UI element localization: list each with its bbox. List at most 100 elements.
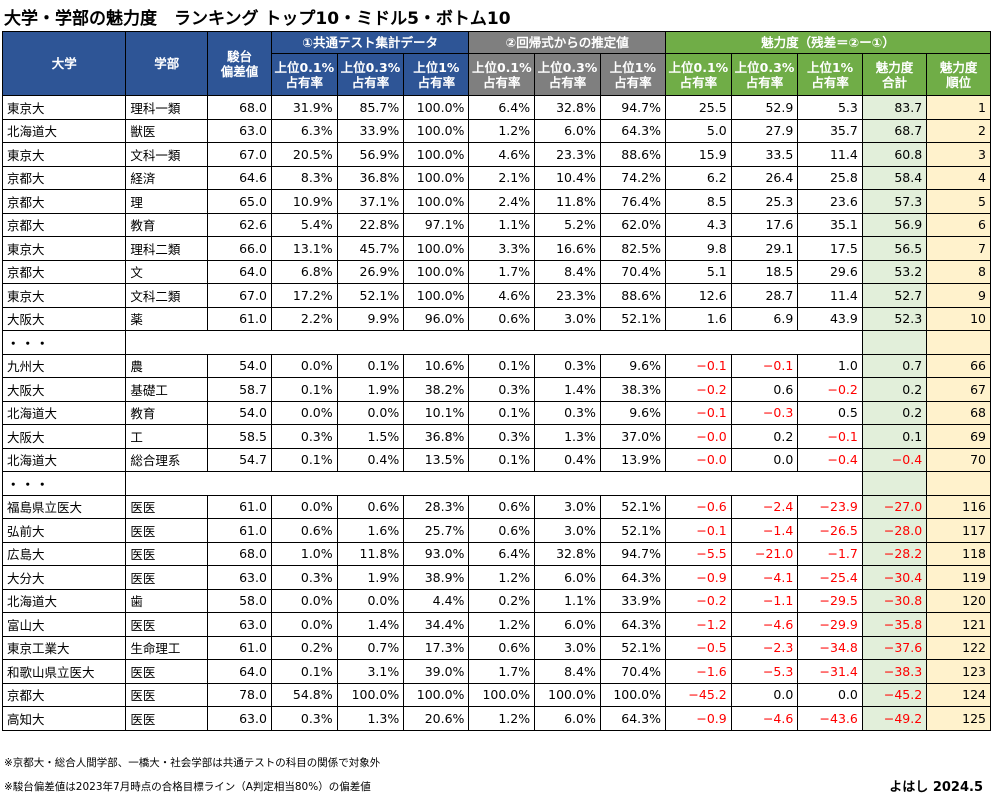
cell-residual-top01: 4.3: [665, 212, 732, 237]
cell-total: −35.8: [861, 612, 928, 637]
cell-estimate-top03: 32.8%: [534, 95, 601, 120]
cell-actual-top1: 97.1%: [403, 212, 470, 237]
cell-actual-top03: 3.1%: [336, 659, 405, 684]
cell-total: −37.6: [861, 635, 928, 660]
cell-actual-top03: 45.7%: [336, 236, 405, 261]
cell-rank: 67: [926, 377, 991, 402]
cell-actual-top01: 8.3%: [270, 165, 338, 190]
cell-estimate-top01: 2.4%: [468, 189, 536, 214]
cell-residual-top1: −43.6: [797, 706, 863, 731]
cell-actual-top1: 100.0%: [403, 165, 470, 190]
cell-faculty: 文科一類: [125, 142, 209, 167]
cell-actual-top01: 1.0%: [270, 541, 338, 566]
cell-actual-top1: 100.0%: [403, 682, 470, 707]
cell-residual-top01: 12.6: [665, 283, 732, 308]
cell-rank: 118: [926, 541, 991, 566]
cell-rank: 3: [926, 142, 991, 167]
cell-residual-top1: −0.1: [797, 424, 863, 449]
cell-actual-top1: 100.0%: [403, 236, 470, 261]
cell-faculty: 工: [125, 424, 209, 449]
cell-faculty: 理科一類: [125, 95, 209, 120]
cell-residual-top01: −0.9: [665, 565, 732, 590]
header-rank: 魅力度 順位: [926, 53, 991, 96]
cell-actual-top03: 1.5%: [336, 424, 405, 449]
cell-residual-top01: −0.6: [665, 494, 732, 519]
cell-estimate-top03: 10.4%: [534, 165, 601, 190]
cell-actual-top01: 0.0%: [270, 353, 338, 378]
cell-estimate-top03: 0.3%: [534, 400, 601, 425]
cell-university: 東京大: [1, 236, 127, 261]
header-total: 魅力度 合計: [861, 53, 928, 96]
table-row: 大阪大薬 61.0 2.2% 9.9% 96.0% 0.6% 3.0% 52.1% 1.6 6.9…: [1, 306, 991, 331]
cell-residual-top1: −23.9: [797, 494, 863, 519]
cell-actual-top1: 39.0%: [403, 659, 470, 684]
table-row: 大阪大工 58.5 0.3% 1.5% 36.8% 0.3% 1.3% 37.0% −0.0 0.…: [1, 424, 991, 449]
cell-estimate-top03: 23.3%: [534, 283, 601, 308]
cell-actual-top01: 6.8%: [270, 259, 338, 284]
cell-actual-top03: 52.1%: [336, 283, 405, 308]
cell-total: 0.7: [861, 353, 928, 378]
cell-rank: 1: [926, 95, 991, 120]
cell-university: 京都大: [1, 259, 127, 284]
table-row: 東京大 文科一類 67.0 20.5% 56.9% 100.0% 4.6% 23.3% 88.6…: [1, 142, 991, 167]
cell-actual-top1: 100.0%: [403, 118, 470, 143]
cell-actual-top1: 20.6%: [403, 706, 470, 731]
cell-estimate-top03: 1.4%: [534, 377, 601, 402]
cell-hensachi: 78.0: [207, 682, 272, 707]
cell-estimate-top03: 3.0%: [534, 306, 601, 331]
cell-estimate-top01: 1.2%: [468, 565, 536, 590]
cell-rank: 7: [926, 236, 991, 261]
cell-university: 広島大: [1, 541, 127, 566]
header-actual-top03: 上位0.3% 占有率: [336, 53, 405, 96]
table-row: 京都大理 65.0 10.9% 37.1% 100.0% 2.4% 11.8% 76.4% 8.…: [1, 189, 991, 214]
cell-faculty: 医医: [125, 612, 209, 637]
cell-hensachi: 58.7: [207, 377, 272, 402]
cell-actual-top1: 96.0%: [403, 306, 470, 331]
cell-estimate-top03: 6.0%: [534, 612, 601, 637]
cell-total: −45.2: [861, 682, 928, 707]
cell-estimate-top01: 0.1%: [468, 400, 536, 425]
cell-total: 0.1: [861, 424, 928, 449]
cell-actual-top01: 2.2%: [270, 306, 338, 331]
cell-actual-top03: 0.0%: [336, 588, 405, 613]
cell-residual-top03: −1.1: [730, 588, 799, 613]
gap-filler: [125, 471, 863, 496]
cell-residual-top1: 11.4: [797, 142, 863, 167]
cell-university: 大分大: [1, 565, 127, 590]
cell-estimate-top03: 3.0%: [534, 635, 601, 660]
cell-estimate-top01: 6.4%: [468, 95, 536, 120]
cell-residual-top1: −34.8: [797, 635, 863, 660]
cell-faculty: 医医: [125, 565, 209, 590]
cell-hensachi: 61.0: [207, 518, 272, 543]
cell-actual-top01: 0.0%: [270, 588, 338, 613]
cell-estimate-top01: 0.3%: [468, 377, 536, 402]
cell-residual-top1: 1.0: [797, 353, 863, 378]
cell-actual-top01: 0.6%: [270, 518, 338, 543]
cell-estimate-top03: 23.3%: [534, 142, 601, 167]
cell-residual-top03: 29.1: [730, 236, 799, 261]
cell-hensachi: 58.5: [207, 424, 272, 449]
cell-total: −49.2: [861, 706, 928, 731]
cell-total: 0.2: [861, 377, 928, 402]
cell-hensachi: 64.6: [207, 165, 272, 190]
cell-residual-top01: 5.0: [665, 118, 732, 143]
note-hensachi: ※駿台偏差値は2023年7月時点の合格目標ライン（A判定相当80%）の偏差値: [4, 781, 371, 793]
cell-hensachi: 54.0: [207, 353, 272, 378]
cell-estimate-top03: 0.4%: [534, 447, 601, 472]
cell-university: 九州大: [1, 353, 127, 378]
cell-estimate-top03: 6.0%: [534, 706, 601, 731]
cell-actual-top03: 22.8%: [336, 212, 405, 237]
cell-residual-top01: −45.2: [665, 682, 732, 707]
cell-university: 京都大: [1, 189, 127, 214]
cell-hensachi: 61.0: [207, 494, 272, 519]
table-row: 京都大文 64.0 6.8% 26.9% 100.0% 1.7% 8.4% 70.4% 5.1 1…: [1, 259, 991, 284]
cell-hensachi: 61.0: [207, 635, 272, 660]
cell-actual-top1: 100.0%: [403, 95, 470, 120]
cell-actual-top01: 0.0%: [270, 494, 338, 519]
gap-rank-filler: [926, 471, 991, 496]
cell-residual-top01: −1.2: [665, 612, 732, 637]
cell-residual-top1: −0.4: [797, 447, 863, 472]
cell-estimate-top1: 52.1%: [599, 518, 667, 543]
cell-actual-top03: 0.6%: [336, 494, 405, 519]
header-actual-top01: 上位0.1% 占有率: [270, 53, 338, 96]
